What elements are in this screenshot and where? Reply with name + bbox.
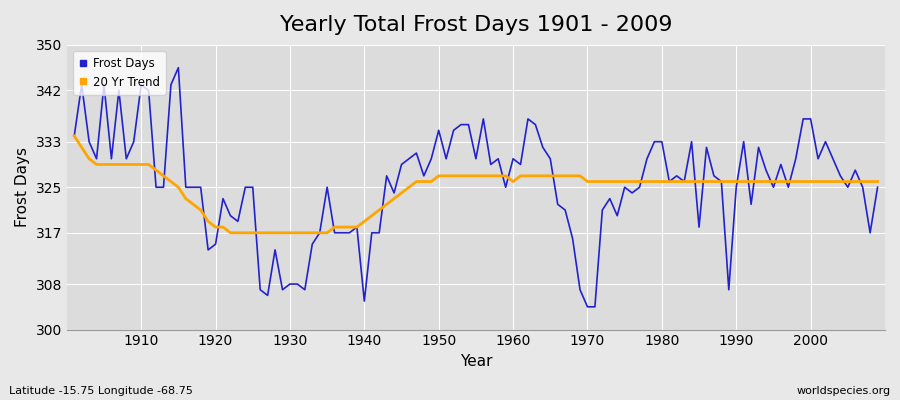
Legend: Frost Days, 20 Yr Trend: Frost Days, 20 Yr Trend bbox=[73, 51, 166, 94]
Title: Yearly Total Frost Days 1901 - 2009: Yearly Total Frost Days 1901 - 2009 bbox=[280, 15, 672, 35]
Text: Latitude -15.75 Longitude -68.75: Latitude -15.75 Longitude -68.75 bbox=[9, 386, 193, 396]
Text: worldspecies.org: worldspecies.org bbox=[796, 386, 891, 396]
X-axis label: Year: Year bbox=[460, 354, 492, 369]
Y-axis label: Frost Days: Frost Days bbox=[15, 147, 30, 227]
